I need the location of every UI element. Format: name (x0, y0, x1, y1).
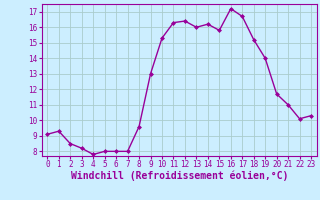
X-axis label: Windchill (Refroidissement éolien,°C): Windchill (Refroidissement éolien,°C) (70, 171, 288, 181)
